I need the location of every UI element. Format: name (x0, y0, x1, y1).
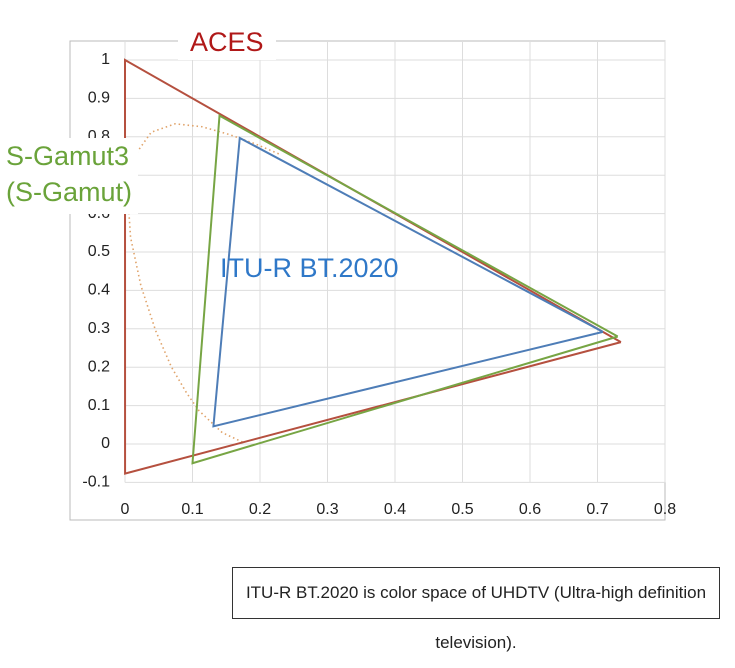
x-tick-label: 0.3 (316, 501, 338, 518)
series-line (212, 136, 604, 428)
y-tick-label: 0 (101, 435, 110, 452)
x-tick-label: 0.6 (519, 501, 541, 518)
x-tick-label: 0.1 (181, 501, 203, 518)
series-label: S-Gamut3 (S-Gamut) (0, 138, 139, 214)
x-tick-label: 0 (121, 501, 130, 518)
y-tick-label: 0.9 (88, 90, 110, 107)
x-tick-label: 0.7 (586, 501, 608, 518)
y-tick-label: 0.1 (88, 397, 110, 414)
y-tick-label: -0.1 (82, 474, 110, 491)
series-line (191, 114, 619, 465)
y-tick-label: 0.3 (88, 320, 110, 337)
series-label: ITU-R BT.2020 (220, 253, 399, 283)
y-tick-label: 0.2 (88, 358, 110, 375)
y-tick-label: 1 (101, 51, 110, 68)
y-tick-label: 0.4 (88, 282, 110, 299)
series-label: ACES (178, 24, 276, 60)
x-tick-label: 0.8 (654, 501, 676, 518)
x-tick-label: 0.2 (249, 501, 271, 518)
page: -0.1 0 0.1 0.2 0.3 0.4 0.5 0.6 0.7 0.8 0.9 1 0 0.1 0.2… (0, 24, 720, 652)
x-tick-label: 0.5 (451, 501, 473, 518)
caption: ITU-R BT.2020 is color space of UHDTV (U… (232, 567, 720, 652)
x-tick-label: 0.4 (384, 501, 406, 518)
y-tick-label: 0.5 (88, 243, 110, 260)
